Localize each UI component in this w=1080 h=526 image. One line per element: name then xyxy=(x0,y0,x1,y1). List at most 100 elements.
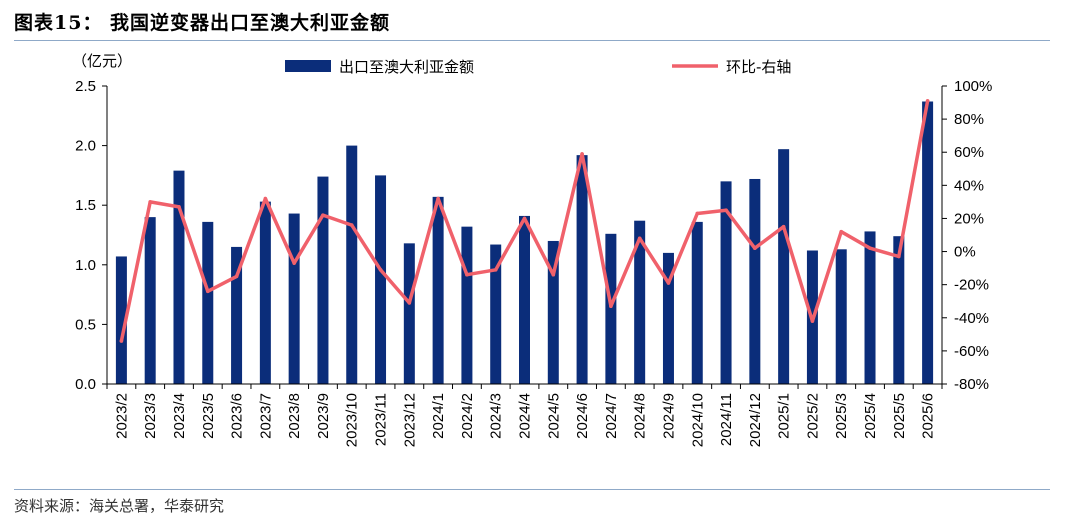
bar xyxy=(375,175,387,384)
bar xyxy=(202,221,214,384)
line-series xyxy=(119,99,930,343)
bar xyxy=(231,246,243,384)
x-tick-label: 2024/4 xyxy=(517,393,534,439)
x-tick-label: 2024/5 xyxy=(545,393,562,439)
x-tick-label: 2023/8 xyxy=(286,393,303,439)
line-point xyxy=(321,213,325,217)
y-axis-left-labels: 2.5 2.0 1.5 1.0 0.5 0.0 xyxy=(75,78,107,393)
axes xyxy=(106,86,943,389)
y2-tick-label: -60% xyxy=(954,343,989,360)
line-point xyxy=(724,208,728,212)
line-point xyxy=(177,205,181,209)
bar xyxy=(317,176,329,384)
bar xyxy=(173,170,185,384)
x-tick-label: 2023/7 xyxy=(257,393,274,439)
legend-line-label: 环比-右轴 xyxy=(726,58,791,76)
x-tick-label: 2025/4 xyxy=(862,393,879,439)
line-point xyxy=(119,339,124,343)
line-point xyxy=(580,152,584,156)
x-tick-label: 2025/1 xyxy=(776,393,793,439)
line-point xyxy=(263,196,268,201)
x-tick-label: 2023/9 xyxy=(315,393,332,439)
y-tick-label: 0.0 xyxy=(75,376,96,393)
bar xyxy=(259,201,271,384)
x-tick-label: 2024/3 xyxy=(488,393,505,439)
line-point xyxy=(205,289,210,294)
x-tick-label: 2024/10 xyxy=(689,393,706,447)
x-tick-label: 2023/4 xyxy=(171,393,188,439)
bar xyxy=(461,226,473,384)
top-rule xyxy=(14,40,1050,41)
y-tick-label: 1.0 xyxy=(75,257,96,274)
bar xyxy=(922,101,934,384)
y2-tick-label: -80% xyxy=(954,376,989,393)
x-tick-label: 2023/11 xyxy=(373,393,390,446)
line-point xyxy=(349,223,354,227)
x-tick-label: 2023/6 xyxy=(229,393,246,439)
line-point xyxy=(666,281,671,285)
x-tick-label: 2024/11 xyxy=(718,393,735,446)
x-tick-label: 2024/6 xyxy=(574,393,591,439)
line-point xyxy=(148,200,152,204)
legend-bar-label: 出口至澳大利亚金额 xyxy=(339,58,474,76)
line-point xyxy=(407,301,412,305)
line-point xyxy=(292,261,296,265)
y2-tick-label: 0% xyxy=(954,244,976,261)
x-tick-label: 2024/7 xyxy=(603,393,620,439)
bar xyxy=(432,196,444,384)
line-point xyxy=(868,246,872,251)
line-point xyxy=(810,319,815,323)
bar xyxy=(662,252,674,384)
bar-series xyxy=(115,101,934,384)
line-point xyxy=(522,216,527,221)
source-note: 资料来源：海关总署，华泰研究 xyxy=(14,497,225,515)
bar xyxy=(778,149,790,384)
y-axis-right-labels: 100% 80% 60% 40% 20% 0% -20% -40% -60% -80% xyxy=(942,78,992,393)
line-point xyxy=(781,224,786,229)
line-point xyxy=(695,211,700,216)
x-tick-label: 2023/2 xyxy=(113,393,130,439)
x-tick-label: 2024/8 xyxy=(632,393,649,439)
line-point xyxy=(839,229,844,234)
bottom-rule xyxy=(14,489,1050,490)
line-point xyxy=(436,196,440,201)
figure-title: 图表15： 我国逆变器出口至澳大利亚金额 xyxy=(14,12,391,34)
line-point xyxy=(378,267,383,272)
bar xyxy=(605,233,617,384)
x-tick-label: 2023/10 xyxy=(344,393,361,447)
bar xyxy=(691,221,703,384)
y-tick-label: 2.0 xyxy=(75,138,96,155)
x-tick-label: 2023/3 xyxy=(142,393,159,439)
line-point xyxy=(609,304,613,308)
y2-tick-label: -20% xyxy=(954,277,989,294)
line-point xyxy=(234,274,239,279)
x-tick-label: 2025/3 xyxy=(833,393,850,439)
legend-bar-swatch xyxy=(285,60,331,72)
bar xyxy=(864,231,876,384)
x-tick-label: 2024/1 xyxy=(430,393,447,439)
bar xyxy=(490,244,502,384)
y2-tick-label: 100% xyxy=(954,78,992,95)
x-tick-label: 2023/5 xyxy=(200,393,217,439)
legend: 出口至澳大利亚金额 环比-右轴 xyxy=(285,58,791,76)
x-tick-label: 2024/12 xyxy=(747,393,764,447)
x-tick-label: 2024/9 xyxy=(660,393,677,439)
bar xyxy=(144,217,156,384)
line-point xyxy=(925,99,930,103)
bar xyxy=(720,181,732,384)
bar xyxy=(893,236,905,384)
line-point xyxy=(551,272,556,277)
x-tick-label: 2025/6 xyxy=(920,393,937,439)
bar xyxy=(115,256,127,384)
x-tick-label: 2025/5 xyxy=(891,393,908,439)
line-point xyxy=(637,236,642,241)
bar xyxy=(634,220,646,384)
y-tick-label: 1.5 xyxy=(75,197,96,214)
bar xyxy=(547,240,559,384)
bar xyxy=(576,155,588,384)
y2-tick-label: 60% xyxy=(954,144,984,161)
bar xyxy=(749,178,761,384)
bar xyxy=(403,243,415,384)
y2-tick-label: 40% xyxy=(954,177,984,194)
y-axis-unit: （亿元） xyxy=(72,52,132,70)
